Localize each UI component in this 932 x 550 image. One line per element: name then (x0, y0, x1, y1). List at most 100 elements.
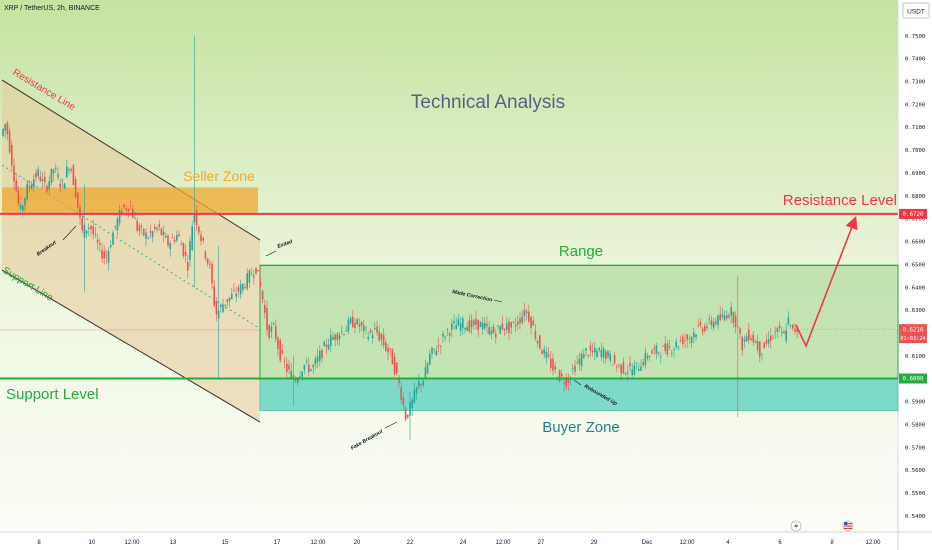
time-tick-label: 10 (89, 540, 96, 546)
candle (57, 166, 59, 180)
candle-body (734, 315, 737, 327)
candle (334, 333, 336, 347)
candle-body (602, 348, 605, 358)
candle (488, 321, 490, 336)
candle-body (389, 348, 391, 350)
candle (781, 326, 783, 337)
candle-body (728, 315, 730, 318)
candle (686, 333, 688, 348)
candle (437, 337, 440, 353)
candle-body (202, 237, 204, 241)
candle-body (176, 235, 178, 241)
candle (789, 324, 792, 329)
candle (521, 310, 523, 325)
candle (358, 317, 361, 333)
candle (305, 357, 308, 365)
candle-body (211, 263, 213, 284)
candle (501, 315, 504, 331)
candle-body (778, 325, 781, 328)
candle (235, 286, 237, 303)
rebound-arrow (573, 379, 582, 386)
candle (787, 311, 790, 326)
candle (292, 355, 295, 406)
candle (512, 320, 515, 324)
candle-body (158, 224, 160, 227)
candle-body (118, 209, 121, 224)
candle (259, 276, 262, 288)
candle (228, 297, 231, 307)
candle (666, 340, 669, 358)
candle (347, 316, 350, 335)
candle (195, 205, 198, 231)
candle-body (774, 331, 776, 333)
candle-body (585, 348, 587, 351)
candle (611, 364, 614, 366)
candle-body (325, 344, 328, 348)
candle (574, 359, 576, 376)
candle (171, 233, 174, 239)
candle (536, 339, 539, 348)
candle-body (171, 237, 174, 239)
candle-body (607, 351, 609, 357)
projected-path-arrow[interactable] (795, 216, 858, 349)
currency-badge-box[interactable] (902, 2, 930, 19)
candle-body (116, 218, 119, 231)
candle-body (349, 318, 352, 324)
us-flag-icon[interactable] (842, 520, 854, 532)
candle (182, 242, 185, 259)
candle (156, 226, 158, 233)
candle (750, 334, 752, 342)
candle-body (501, 323, 504, 330)
candle (226, 298, 229, 307)
candle (275, 319, 277, 342)
candle-body (629, 363, 631, 367)
candle (277, 335, 279, 357)
candle-body (259, 280, 262, 287)
lightning-icon[interactable] (790, 520, 802, 532)
candle-body (448, 333, 451, 336)
currency-badge[interactable]: USDT (907, 9, 925, 16)
candle-body (352, 316, 354, 328)
candle (281, 344, 284, 355)
candle-body (303, 364, 306, 370)
time-axis[interactable]: 8 10 12:00 13 15 17 12:00 20 22 24 12:00 27 29 Dec 12:… (37, 540, 881, 546)
candle-body (618, 364, 620, 366)
candle-body (35, 172, 37, 178)
candle (468, 314, 471, 334)
candle (547, 346, 550, 359)
candle (688, 335, 691, 344)
candle-body (743, 339, 746, 342)
candle (41, 172, 44, 189)
candle-body (510, 321, 512, 328)
candle-body (138, 225, 141, 232)
candle-body (539, 335, 541, 349)
candle (99, 238, 101, 252)
candle-body (574, 365, 576, 372)
candle-body (752, 334, 754, 342)
candle-body (367, 336, 369, 339)
support-trendline[interactable] (1, 269, 261, 423)
candle-body (283, 361, 286, 363)
candle-body (701, 328, 704, 332)
candle-body (642, 362, 644, 366)
candle-body (217, 310, 220, 319)
candle (363, 319, 365, 339)
candle (332, 331, 334, 341)
candle (719, 306, 721, 322)
candle-body (613, 354, 616, 364)
candle-body (239, 284, 242, 295)
candle (66, 159, 68, 179)
candle-body (314, 358, 317, 365)
candle (319, 345, 321, 367)
price-axis[interactable]: 0.7500 0.7400 0.7300 0.7200 0.7100 0.7000 0.69… (899, 34, 927, 520)
candle (701, 326, 704, 336)
candle (435, 345, 438, 357)
candle (442, 330, 444, 343)
candle-body (666, 343, 669, 355)
candle-body (255, 267, 257, 274)
candle-body (763, 342, 765, 349)
candle-body (330, 335, 332, 347)
current-price-tag (899, 324, 927, 344)
candle (217, 245, 220, 379)
